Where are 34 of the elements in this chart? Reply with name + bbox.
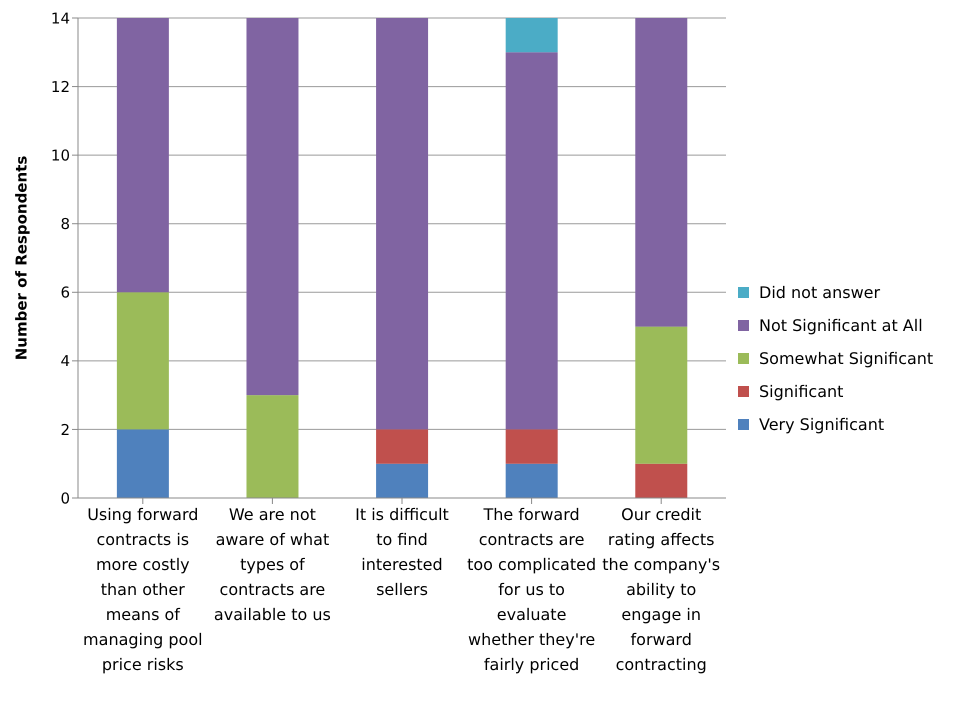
bar [116, 429, 169, 498]
legend-label: Did not answer [759, 282, 880, 302]
bar [116, 18, 169, 292]
y-tick-label: 4 [60, 352, 70, 370]
x-tick-label: We are not aware of what types of contracts are available to us [214, 505, 331, 624]
legend-label: Very Significant [759, 414, 884, 434]
y-tick-label: 6 [60, 284, 70, 302]
bar [506, 52, 558, 430]
y-tick-label: 0 [60, 489, 70, 508]
bar [246, 18, 298, 396]
x-tick-label: It is difficult to find interested sellers [355, 505, 449, 599]
bar [376, 464, 428, 498]
legend-label: Significant [759, 382, 844, 400]
bar [635, 326, 688, 464]
bar [506, 429, 558, 464]
bar [116, 292, 169, 430]
bar [635, 464, 688, 498]
x-tick-label: Our credit rating affects the company's ability to engage in forward contracting [602, 505, 720, 674]
bar [506, 18, 558, 52]
legend-label: Somewhat Significant [759, 348, 934, 368]
bar [246, 395, 298, 498]
y-axis-title: Number of Respondents [12, 156, 30, 360]
legend-label: Not Significant at All [759, 316, 923, 334]
x-tick-label: The forward contracts are too complicated for us to evaluate whether they're fairly priced [467, 505, 596, 674]
bar [506, 464, 558, 498]
y-tick-label: 8 [60, 215, 70, 234]
bar [635, 18, 688, 327]
y-tick-label: 2 [60, 420, 70, 439]
y-tick-label: 14 [50, 9, 70, 28]
x-tick-label: Using forward contracts is more costly than other means of managing pool price risks [83, 505, 203, 674]
bar [376, 429, 428, 464]
y-tick-label: 10 [50, 146, 70, 164]
y-tick-label: 12 [50, 78, 70, 96]
bar [376, 18, 428, 430]
